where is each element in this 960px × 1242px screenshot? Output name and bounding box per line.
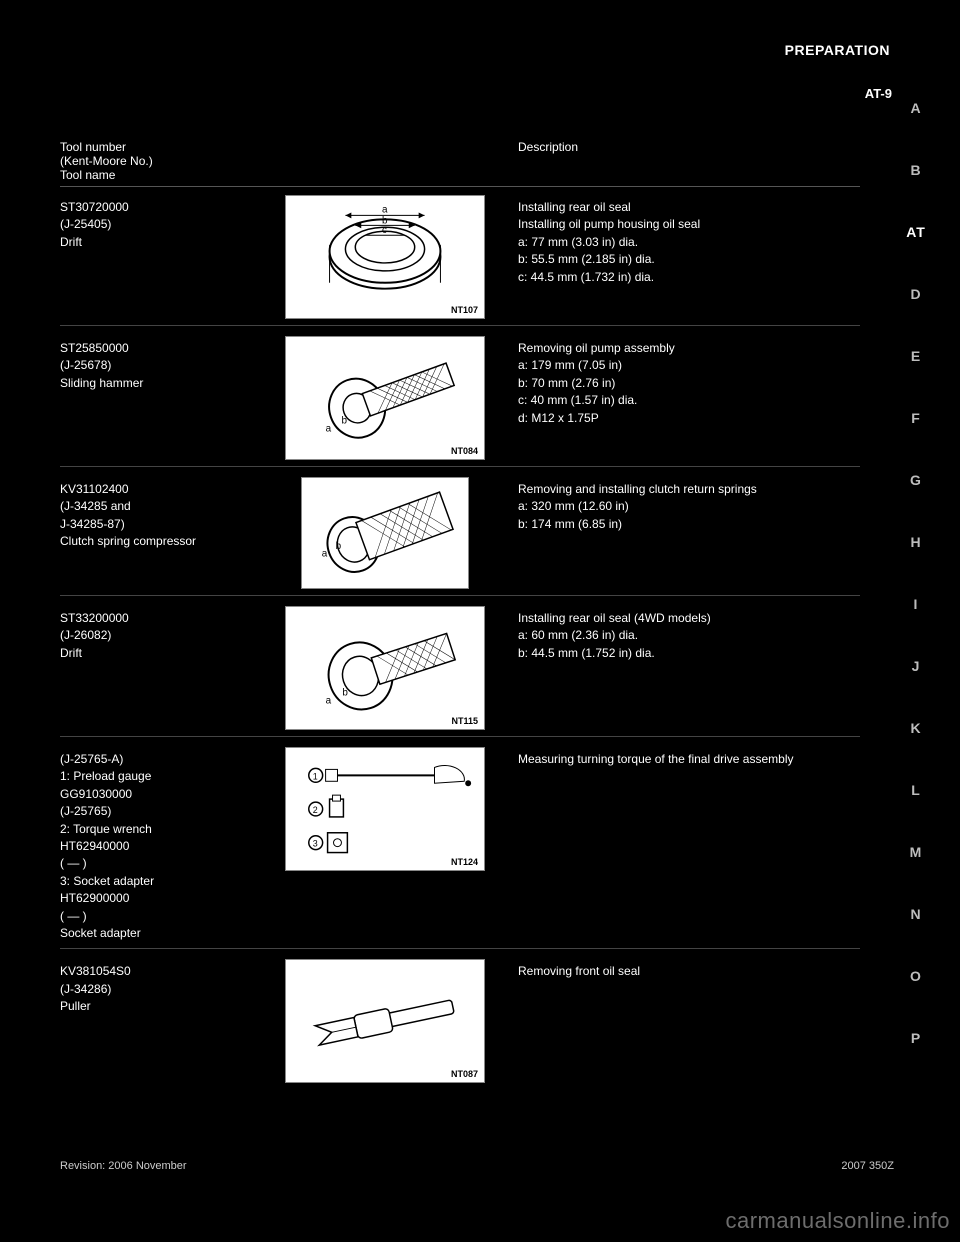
tool-name: Clutch spring compressor	[60, 533, 262, 550]
svg-text:b: b	[342, 688, 348, 699]
nav-e[interactable]: E	[900, 348, 932, 364]
nav-g[interactable]: G	[900, 472, 932, 488]
tool-number: GG91030000	[60, 786, 262, 803]
desc-title: Removing oil pump assembly	[518, 340, 860, 357]
side-nav: A B AT D E F G H I J K L M N O P	[900, 100, 932, 1046]
tool-name: Sliding hammer	[60, 375, 262, 392]
nav-m[interactable]: M	[900, 844, 932, 860]
kent-moore: J-34285-87)	[60, 516, 262, 533]
table-row: (J-25765-A) 1: Preload gauge GG91030000 …	[60, 747, 860, 942]
tool-figure: NT087	[285, 959, 485, 1083]
svg-text:2: 2	[313, 805, 318, 815]
svg-text:a: a	[326, 424, 332, 435]
nav-o[interactable]: O	[900, 968, 932, 984]
table-row: KV381054S0 (J-34286) Puller NT087 Removi…	[60, 959, 860, 1083]
figure-label: NT124	[451, 857, 478, 867]
dim: c: 44.5 mm (1.732 in) dia.	[518, 269, 860, 286]
dim: a: 77 mm (3.03 in) dia.	[518, 234, 860, 251]
table-row: KV31102400 (J-34285 and J-34285-87) Clut…	[60, 477, 860, 589]
svg-text:b: b	[341, 416, 347, 427]
tool-name: Drift	[60, 645, 262, 662]
header-tool: Tool number (Kent-Moore No.) Tool name	[60, 140, 270, 182]
dim: b: 44.5 mm (1.752 in) dia.	[518, 645, 860, 662]
kent-moore: (J-25765)	[60, 803, 262, 820]
desc-title: Installing rear oil seal	[518, 199, 860, 216]
dim: a: 320 mm (12.60 in)	[518, 498, 860, 515]
header-desc: Description	[500, 140, 860, 182]
nav-l[interactable]: L	[900, 782, 932, 798]
svg-text:a: a	[326, 696, 332, 707]
svg-text:3: 3	[313, 839, 318, 849]
svg-text:c: c	[382, 225, 387, 236]
nav-i[interactable]: I	[900, 596, 932, 612]
svg-text:a: a	[322, 549, 328, 560]
figure-label: NT084	[451, 446, 478, 456]
nav-h[interactable]: H	[900, 534, 932, 550]
tool-number: ST30720000	[60, 199, 262, 216]
kent-moore: (J-25765-A)	[60, 751, 262, 768]
watermark: carmanualsonline.info	[725, 1208, 950, 1234]
page-number: AT-9	[865, 86, 892, 101]
desc-title: Measuring turning torque of the final dr…	[518, 751, 860, 768]
tool-name: 3: Socket adapter	[60, 873, 262, 890]
figure-label: NT115	[451, 716, 478, 726]
figure-label: NT107	[451, 305, 478, 315]
tool-number: ST33200000	[60, 610, 262, 627]
revision-info: Revision: 2006 November	[60, 1160, 187, 1172]
nav-j[interactable]: J	[900, 658, 932, 674]
tool-name: 2: Torque wrench	[60, 821, 262, 838]
dim: b: 70 mm (2.76 in)	[518, 375, 860, 392]
desc-sub: Installing oil pump housing oil seal	[518, 216, 860, 233]
tool-name: Drift	[60, 234, 262, 251]
kent-moore: (J-26082)	[60, 627, 262, 644]
tool-figure: a b NT084	[285, 336, 485, 460]
kent-moore: (J-34286)	[60, 981, 262, 998]
tool-figure: a b NT115	[285, 606, 485, 730]
dim: d: M12 x 1.75P	[518, 410, 860, 427]
desc-title: Installing rear oil seal (4WD models)	[518, 610, 860, 627]
tool-figure: 1 2 3 NT124	[285, 747, 485, 871]
tool-number: HT62940000	[60, 838, 262, 855]
dim: a: 179 mm (7.05 in)	[518, 357, 860, 374]
table-row: ST25850000 (J-25678) Sliding hammer	[60, 336, 860, 460]
dim: c: 40 mm (1.57 in) dia.	[518, 392, 860, 409]
nav-n[interactable]: N	[900, 906, 932, 922]
nav-b[interactable]: B	[900, 162, 932, 178]
nav-k[interactable]: K	[900, 720, 932, 736]
kent-moore: ( — )	[60, 908, 262, 925]
section-title: PREPARATION	[785, 42, 890, 58]
tool-figure: a b	[301, 477, 469, 589]
tool-figure: a b c NT107	[285, 195, 485, 319]
kent-moore: (J-34285 and	[60, 498, 262, 515]
nav-a[interactable]: A	[900, 100, 932, 116]
svg-text:a: a	[382, 204, 388, 215]
tool-table: Tool number (Kent-Moore No.) Tool name D…	[60, 140, 860, 1089]
kent-moore: (J-25678)	[60, 357, 262, 374]
table-header: Tool number (Kent-Moore No.) Tool name D…	[60, 140, 860, 187]
tool-name: Puller	[60, 998, 262, 1015]
kent-moore: (J-25405)	[60, 216, 262, 233]
table-row: ST33200000 (J-26082) Drift	[60, 606, 860, 730]
desc-title: Removing front oil seal	[518, 963, 860, 980]
figure-label: NT087	[451, 1069, 478, 1079]
model-info: 2007 350Z	[841, 1160, 894, 1172]
nav-at[interactable]: AT	[900, 224, 932, 240]
table-row: ST30720000 (J-25405) Drift a	[60, 195, 860, 319]
dim: b: 174 mm (6.85 in)	[518, 516, 860, 533]
nav-p[interactable]: P	[900, 1030, 932, 1046]
tool-name: 1: Preload gauge	[60, 768, 262, 785]
desc-title: Removing and installing clutch return sp…	[518, 481, 860, 498]
tool-number: KV31102400	[60, 481, 262, 498]
tool-number: ST25850000	[60, 340, 262, 357]
nav-f[interactable]: F	[900, 410, 932, 426]
tool-name: Socket adapter	[60, 925, 262, 942]
dim: b: 55.5 mm (2.185 in) dia.	[518, 251, 860, 268]
nav-d[interactable]: D	[900, 286, 932, 302]
tool-number: KV381054S0	[60, 963, 262, 980]
dim: a: 60 mm (2.36 in) dia.	[518, 627, 860, 644]
tool-number: HT62900000	[60, 890, 262, 907]
svg-text:1: 1	[313, 771, 318, 781]
kent-moore: ( — )	[60, 855, 262, 872]
svg-text:b: b	[336, 541, 342, 552]
